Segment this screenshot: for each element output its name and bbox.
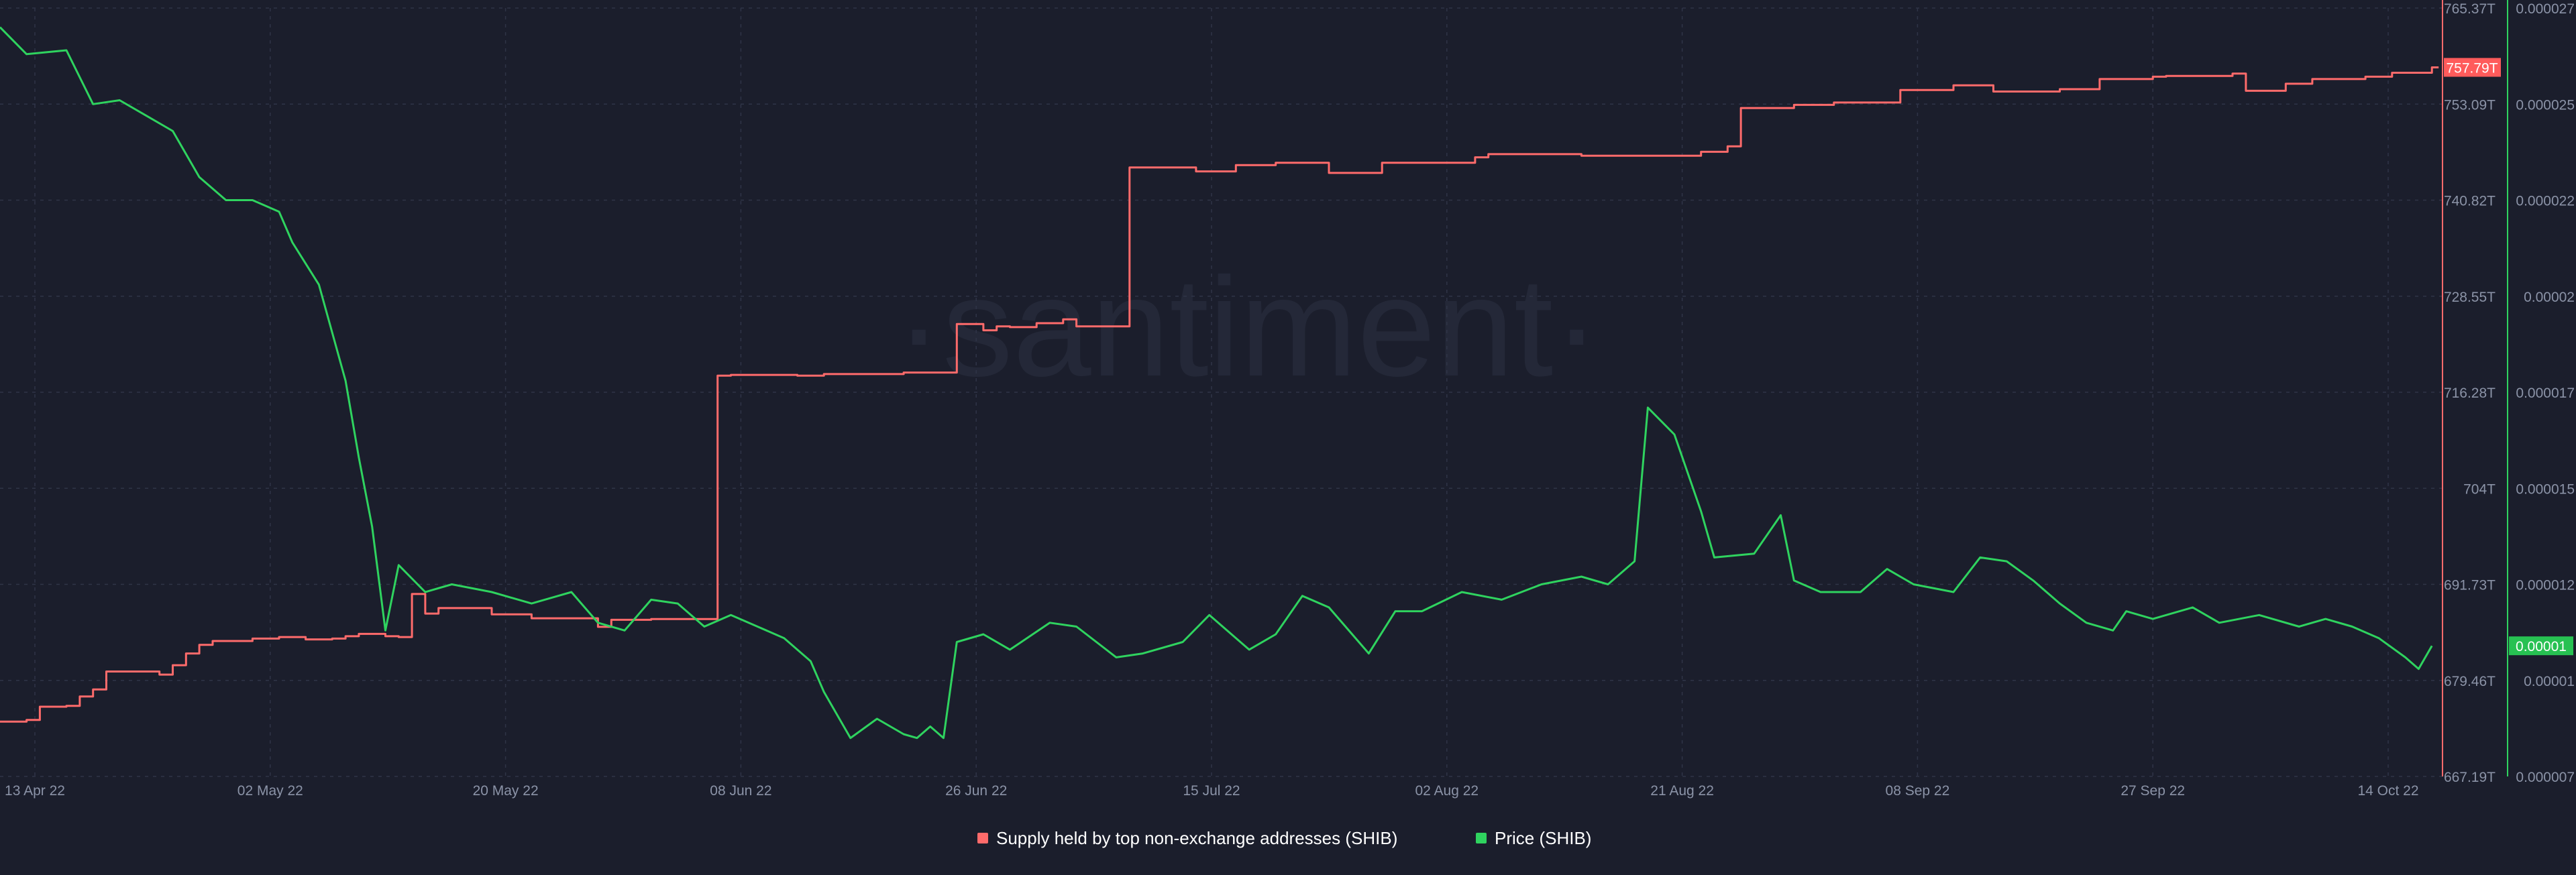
y-tick-label-price: 0.000015 <box>2516 481 2575 497</box>
y-tick-label-price: 0.000025 <box>2516 97 2575 113</box>
y-tick-label-supply: 704T <box>2463 481 2496 497</box>
x-tick-label: 14 Oct 22 <box>2357 783 2418 799</box>
x-tick-label: 21 Aug 22 <box>1650 783 1714 799</box>
y-tick-label-price: 0.00001 <box>2524 674 2575 689</box>
legend-swatch-price <box>1476 833 1487 843</box>
y-tick-label-supply: 740.82T <box>2444 194 2496 209</box>
y-tick-label-supply: 753.09T <box>2444 97 2496 113</box>
legend-swatch-supply <box>977 833 988 843</box>
legend-label-price: Price (SHIB) <box>1495 828 1591 848</box>
y-tick-label-price: 0.000007 <box>2516 770 2575 785</box>
y-tick-label-supply: 691.73T <box>2444 578 2496 593</box>
x-tick-label: 15 Jul 22 <box>1183 783 1240 799</box>
y-tick-label-price: 0.000022 <box>2516 194 2575 209</box>
legend-label-supply: Supply held by top non-exchange addresse… <box>996 828 1397 848</box>
x-tick-label: 20 May 22 <box>473 783 539 799</box>
x-tick-label: 27 Sep 22 <box>2121 783 2185 799</box>
current-supply-label: 757.79T <box>2446 60 2498 76</box>
legend: Supply held by top non-exchange addresse… <box>977 828 1591 848</box>
y-tick-label-price: 0.000017 <box>2516 386 2575 401</box>
x-tick-label: 02 May 22 <box>237 783 303 799</box>
y-tick-label-supply: 716.28T <box>2444 386 2496 401</box>
y-tick-label-price: 0.00002 <box>2524 290 2575 305</box>
y-tick-label-supply: 679.46T <box>2444 674 2496 689</box>
x-tick-label: 02 Aug 22 <box>1415 783 1479 799</box>
y-tick-label-supply: 765.37T <box>2444 1 2496 17</box>
y-tick-label-price: 0.000027 <box>2516 1 2575 17</box>
y-tick-label-price: 0.000012 <box>2516 578 2575 593</box>
x-tick-label: 08 Sep 22 <box>1886 783 1950 799</box>
x-tick-label: 26 Jun 22 <box>945 783 1007 799</box>
y-tick-label-supply: 667.19T <box>2444 770 2496 785</box>
x-tick-label: 13 Apr 22 <box>5 783 65 799</box>
y-tick-label-supply: 728.55T <box>2444 290 2496 305</box>
x-tick-label: 08 Jun 22 <box>710 783 771 799</box>
current-price-label: 0.00001 <box>2516 639 2567 654</box>
